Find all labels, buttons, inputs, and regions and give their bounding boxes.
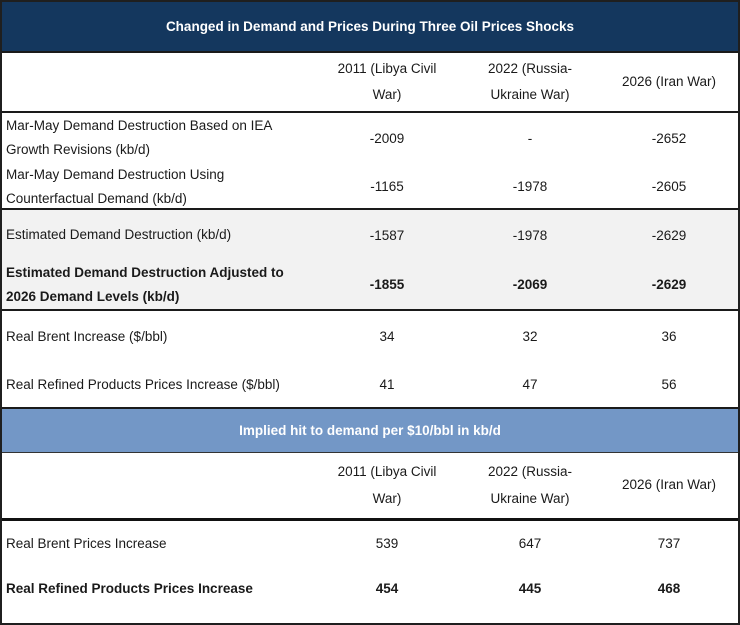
value-cell: -1855 bbox=[369, 277, 405, 292]
table-row: Real Refined Products Prices Increase ($… bbox=[2, 362, 738, 409]
value-cell: -2069 bbox=[512, 277, 548, 292]
value-cell: -1978 bbox=[512, 179, 548, 195]
table-row: Real Refined Products Prices Increase 45… bbox=[2, 566, 738, 611]
table1-title: Changed in Demand and Prices During Thre… bbox=[165, 19, 575, 34]
value-cell: -1587 bbox=[369, 227, 405, 243]
row-label: Estimated Demand Destruction (kb/d) bbox=[6, 227, 232, 243]
column-header-2026: 2026 (Iran War) bbox=[621, 477, 717, 493]
row-label: Real Refined Products Prices Increase ($… bbox=[6, 376, 280, 392]
table-row: Mar-May Demand Destruction Based on IEA … bbox=[2, 113, 738, 163]
value-cell: -2629 bbox=[651, 277, 687, 292]
row-label: Real Brent Increase ($/bbl) bbox=[6, 328, 168, 344]
value-cell: -1165 bbox=[370, 179, 404, 195]
table-row: Estimated Demand Destruction (kb/d) -158… bbox=[2, 210, 738, 260]
column-header-2026: 2026 (Iran War) bbox=[621, 73, 717, 89]
value-cell: 468 bbox=[657, 581, 681, 596]
column-header-2011: 2011 (Libya Civil War) bbox=[337, 60, 437, 102]
value-cell: -2652 bbox=[651, 130, 687, 146]
column-header-2022: 2022 (Russia-Ukraine War) bbox=[487, 60, 573, 102]
value-cell: 36 bbox=[661, 329, 677, 344]
value-cell: 539 bbox=[375, 536, 399, 551]
row-label: Real Refined Products Prices Increase bbox=[6, 580, 253, 596]
value-cell: 454 bbox=[375, 581, 399, 596]
row-label: Mar-May Demand Destruction Using Counter… bbox=[6, 167, 225, 206]
table-row: Mar-May Demand Destruction Using Counter… bbox=[2, 163, 738, 210]
row-label: Estimated Demand Destruction Adjusted to… bbox=[6, 264, 284, 304]
column-header-2011: 2011 (Libya Civil War) bbox=[337, 464, 437, 506]
table1-title-bar: Changed in Demand and Prices During Thre… bbox=[2, 2, 738, 53]
table-row: Real Brent Prices Increase 539 647 737 bbox=[2, 521, 738, 566]
table-row: Estimated Demand Destruction Adjusted to… bbox=[2, 260, 738, 311]
row-label: Real Brent Prices Increase bbox=[6, 535, 167, 551]
row-label: Mar-May Demand Destruction Based on IEA … bbox=[6, 118, 272, 157]
value-cell: 445 bbox=[518, 581, 542, 596]
value-cell: -2009 bbox=[369, 130, 405, 146]
table1-header-row: 2011 (Libya Civil War) 2022 (Russia-Ukra… bbox=[2, 53, 738, 113]
value-cell: -2629 bbox=[651, 227, 687, 243]
value-cell: - bbox=[527, 130, 533, 146]
table-row: Real Brent Increase ($/bbl) 34 32 36 bbox=[2, 311, 738, 362]
value-cell: 647 bbox=[518, 536, 542, 551]
value-cell: 737 bbox=[657, 536, 681, 551]
value-cell: 41 bbox=[379, 377, 395, 392]
table2-title-bar: Implied hit to demand per $10/bbl in kb/… bbox=[2, 409, 738, 453]
value-cell: 32 bbox=[522, 329, 538, 344]
value-cell: 56 bbox=[661, 377, 677, 392]
value-cell: 47 bbox=[522, 377, 538, 392]
column-header-2022: 2022 (Russia-Ukraine War) bbox=[487, 464, 573, 506]
value-cell: -2605 bbox=[651, 179, 687, 195]
table2-title: Implied hit to demand per $10/bbl in kb/… bbox=[239, 423, 501, 438]
value-cell: -1978 bbox=[512, 227, 548, 243]
table2-header-row: 2011 (Libya Civil War) 2022 (Russia-Ukra… bbox=[2, 453, 738, 521]
value-cell: 34 bbox=[379, 329, 395, 344]
